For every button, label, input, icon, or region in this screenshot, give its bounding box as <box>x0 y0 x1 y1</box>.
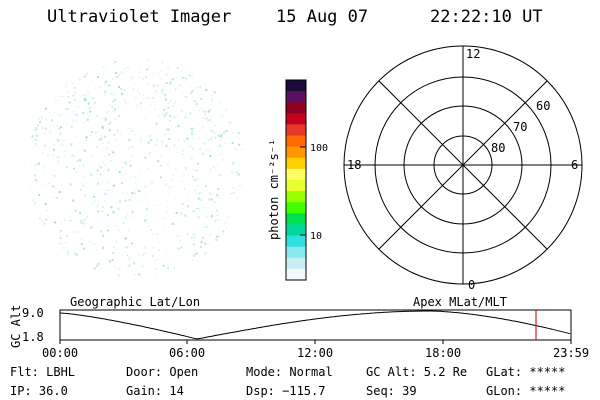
polar-label-6: 6 <box>571 158 578 172</box>
polar-label-60: 60 <box>536 99 550 113</box>
status-mode: Mode: Normal <box>246 365 333 379</box>
colorbar-band <box>286 157 306 170</box>
header-time: 22:22:10 UT <box>430 7 543 27</box>
y-label-max: 9.0 <box>22 306 44 320</box>
colorbar-band <box>286 213 306 226</box>
colorbar-band <box>286 135 306 148</box>
colorbar-band <box>286 113 306 126</box>
colorbar-band <box>286 257 306 270</box>
x-label-0600: 06:00 <box>169 346 206 360</box>
status-door: Door: Open <box>126 365 199 379</box>
colorbar-tick-label-100: 100 <box>310 143 328 154</box>
polar-label-0: 0 <box>468 278 475 292</box>
status-glon: GLon: ***** <box>486 384 566 398</box>
colorbar-band <box>286 224 306 237</box>
status-ip: IP: 36.0 <box>10 384 68 398</box>
imager-image <box>25 60 243 277</box>
status-dsp: Dsp: −115.7 <box>246 384 326 398</box>
colorbar-band <box>286 124 306 137</box>
colorbar-band <box>286 168 306 181</box>
colorbar-band <box>286 246 306 259</box>
altitude-curve <box>59 310 571 340</box>
status-glat: GLat: ***** <box>486 365 566 379</box>
colorbar-frame <box>285 79 307 281</box>
instrument-title: Ultraviolet Imager <box>47 7 232 27</box>
colorbar-bands <box>286 80 306 281</box>
polar-label-70: 70 <box>513 120 527 134</box>
colorbar-band <box>286 202 306 214</box>
altitude-timeline <box>59 309 572 344</box>
x-label-1200: 12:00 <box>297 346 334 360</box>
colorbar-band <box>286 80 306 92</box>
x-label-0000: 00:00 <box>42 346 79 360</box>
colorbar-band <box>286 180 306 192</box>
colorbar-unit-label: photon cm⁻²s⁻¹ <box>267 139 281 240</box>
polar-label-12: 12 <box>466 47 480 61</box>
status-filter: Flt: LBHL <box>10 365 76 379</box>
colorbar-band <box>286 235 306 248</box>
colorbar-band <box>286 191 306 203</box>
colorbar-band <box>286 102 306 114</box>
polar-plot <box>343 45 583 285</box>
status-gc-alt: GC Alt: 5.2 Re <box>366 365 468 379</box>
timeline-right-title: Apex MLat/MLT <box>413 295 507 309</box>
colorbar-band <box>286 91 306 103</box>
y-label-min: 1.8 <box>22 330 44 344</box>
polar-label-80: 80 <box>491 141 505 155</box>
x-label-1800: 18:00 <box>425 346 462 360</box>
status-gain: Gain: 14 <box>126 384 184 398</box>
colorbar-band <box>286 146 306 159</box>
timeline-left-title: Geographic Lat/Lon <box>70 295 201 309</box>
polar-label-18: 18 <box>347 158 361 172</box>
x-label-2359: 23:59 <box>553 346 590 360</box>
header-date: 15 Aug 07 <box>276 7 369 27</box>
status-seq: Seq: 39 <box>366 384 417 398</box>
colorbar-tick-label-10: 10 <box>310 231 322 242</box>
gc-alt-axis-label: GC Alt <box>9 304 23 348</box>
colorbar: 100 10 photon cm⁻²s⁻¹ <box>267 79 328 281</box>
polar-diagonal-b <box>378 80 548 250</box>
colorbar-band <box>286 268 306 281</box>
